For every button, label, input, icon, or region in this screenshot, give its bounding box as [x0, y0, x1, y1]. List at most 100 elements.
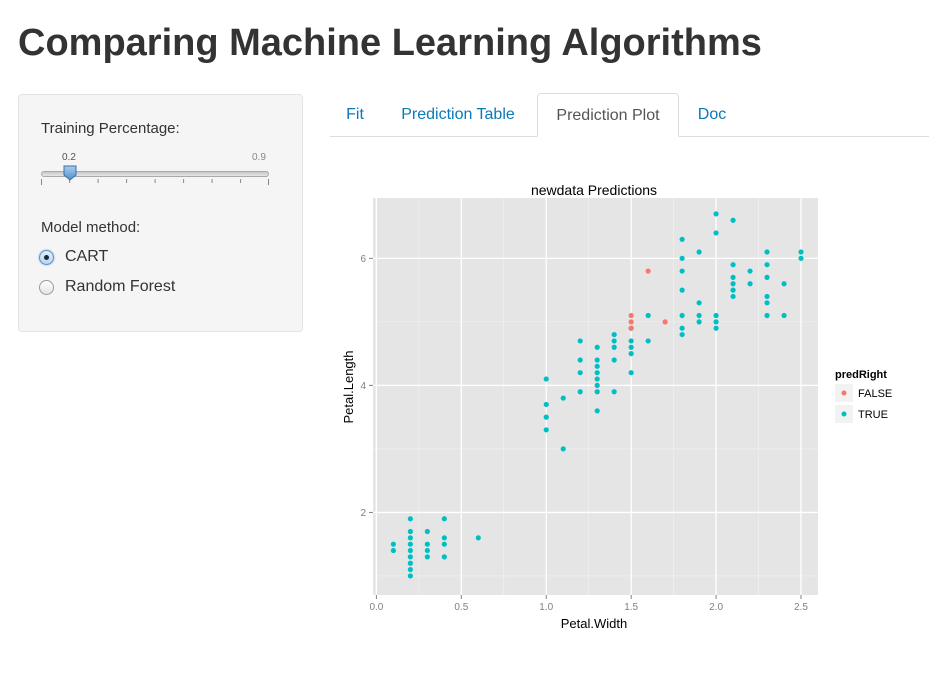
method-label: Model method: — [41, 219, 141, 236]
legend: predRight FALSE TRUE — [835, 369, 892, 423]
tab-fit[interactable]: Fit — [346, 106, 364, 123]
x-tick-label: 1.0 — [539, 602, 553, 613]
radio-label-cart: CART — [65, 248, 109, 265]
slider-track[interactable] — [41, 171, 269, 177]
data-point-true — [679, 312, 685, 319]
data-point-true — [713, 319, 719, 325]
radio-button-random-forest[interactable] — [39, 279, 54, 295]
x-tick-label: 0.0 — [369, 602, 383, 613]
data-point-true — [679, 287, 685, 293]
data-point-true — [543, 414, 549, 420]
x-tick-label: 0.5 — [454, 602, 468, 613]
data-point-true — [390, 547, 396, 554]
x-axis-ticks: 0.0 0.5 1.0 1.5 2.0 2.5 — [369, 595, 808, 613]
data-point-true — [679, 268, 685, 274]
data-point-true — [611, 338, 617, 344]
data-point-true — [696, 319, 702, 325]
page-title: Comparing Machine Learning Algorithms — [18, 22, 762, 64]
data-point-true — [594, 363, 600, 369]
data-point-true — [713, 312, 719, 319]
data-point-true — [696, 312, 702, 319]
minor-gridlines — [373, 198, 818, 595]
data-point-true — [679, 325, 685, 331]
tab-doc[interactable]: Doc — [697, 106, 727, 123]
y-axis-ticks: 2 4 6 — [360, 254, 373, 519]
y-tick-label: 2 — [360, 508, 366, 519]
y-tick-label: 6 — [360, 254, 366, 265]
data-point-true — [679, 236, 685, 242]
data-point-true — [713, 325, 719, 331]
data-point-true — [628, 351, 634, 357]
data-point-true — [475, 535, 481, 541]
data-points — [390, 211, 804, 579]
slider-max-label: 0.9 — [252, 152, 266, 163]
data-point-true — [407, 528, 413, 535]
data-point-false — [628, 325, 634, 331]
data-point-true — [645, 312, 651, 319]
legend-key-true — [841, 411, 847, 417]
data-point-true — [696, 300, 702, 306]
data-point-false — [645, 268, 651, 274]
data-point-true — [611, 331, 617, 338]
data-point-true — [747, 281, 753, 287]
data-point-true — [577, 338, 583, 344]
data-point-true — [781, 312, 787, 319]
data-point-true — [424, 541, 430, 547]
data-point-true — [594, 389, 600, 395]
data-point-true — [441, 516, 447, 522]
tab-prediction-plot[interactable]: Prediction Plot — [537, 93, 679, 137]
data-point-true — [730, 262, 736, 268]
data-point-true — [407, 554, 413, 560]
data-point-true — [407, 566, 413, 573]
data-point-true — [628, 344, 634, 350]
data-point-true — [424, 554, 430, 560]
data-point-true — [611, 389, 617, 395]
legend-key-false — [841, 390, 847, 396]
y-axis-label: Petal.Length — [341, 350, 356, 423]
data-point-true — [764, 274, 770, 280]
data-point-true — [764, 293, 770, 300]
data-point-true — [407, 535, 413, 541]
data-point-true — [441, 554, 447, 560]
data-point-true — [594, 382, 600, 388]
data-point-true — [424, 547, 430, 554]
data-point-false — [628, 319, 634, 325]
radio-button-cart[interactable] — [39, 249, 54, 265]
tab-bar: Fit Prediction Table Prediction Plot Doc — [330, 93, 929, 137]
data-point-true — [781, 281, 787, 287]
data-point-true — [730, 274, 736, 280]
data-point-true — [645, 338, 651, 344]
data-point-true — [679, 255, 685, 261]
slider-handle[interactable] — [63, 165, 77, 181]
data-point-true — [407, 573, 413, 579]
data-point-true — [730, 293, 736, 300]
data-point-true — [407, 541, 413, 547]
data-point-true — [696, 249, 702, 255]
x-tick-label: 2.5 — [794, 602, 808, 613]
data-point-true — [543, 427, 549, 433]
data-point-true — [628, 370, 634, 376]
radio-option-random-forest[interactable]: Random Forest — [39, 278, 175, 296]
data-point-true — [594, 344, 600, 350]
data-point-true — [407, 547, 413, 554]
x-axis-label: Petal.Width — [561, 616, 627, 631]
data-point-true — [798, 249, 804, 255]
legend-label-false: FALSE — [858, 388, 892, 400]
data-point-true — [730, 287, 736, 293]
data-point-true — [407, 560, 413, 566]
slider-label: Training Percentage: — [41, 120, 180, 137]
legend-title: predRight — [835, 369, 887, 381]
data-point-true — [798, 255, 804, 261]
data-point-true — [577, 370, 583, 376]
legend-label-true: TRUE — [858, 409, 888, 421]
tab-prediction-table[interactable]: Prediction Table — [401, 106, 515, 123]
data-point-true — [543, 401, 549, 408]
data-point-true — [407, 516, 413, 522]
data-point-true — [543, 376, 549, 382]
data-point-true — [577, 389, 583, 395]
radio-option-cart[interactable]: CART — [39, 248, 108, 266]
data-point-true — [390, 541, 396, 547]
data-point-true — [747, 268, 753, 274]
radio-selected-dot — [44, 254, 49, 260]
data-point-true — [560, 395, 566, 401]
